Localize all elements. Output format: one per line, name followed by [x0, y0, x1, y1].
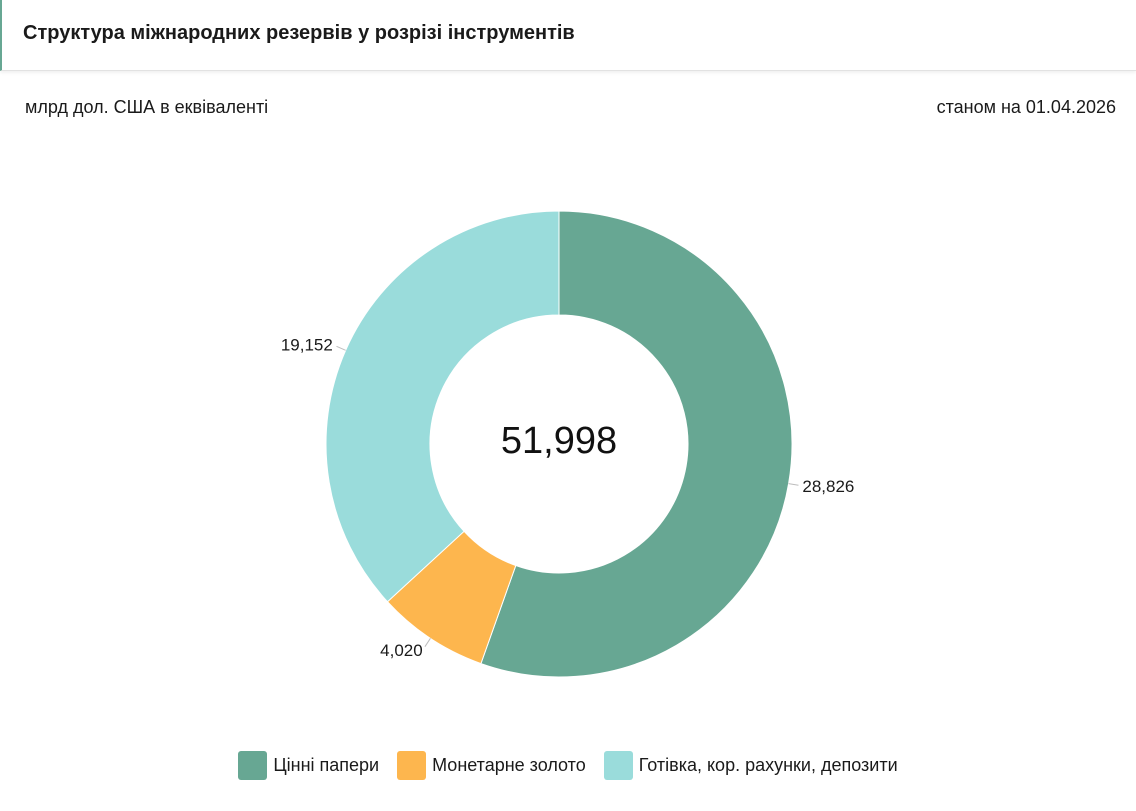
value-label-cash-leader — [336, 345, 346, 351]
value-label-gold: 4,020 — [380, 641, 423, 660]
legend-label-gold: Монетарне золото — [432, 755, 586, 775]
legend-swatch-gold — [397, 751, 427, 780]
unit-label: млрд дол. США в еквіваленті — [25, 97, 269, 117]
legend-item-cash[interactable]: Готівка, кор. рахунки, депозити — [603, 751, 898, 780]
legend-item-securities[interactable]: Цінні папери — [238, 751, 379, 780]
header-bar: Структура міжнародних резервів у розрізі… — [0, 0, 1136, 71]
value-label-gold-leader — [424, 638, 431, 647]
slice-cash[interactable] — [325, 210, 560, 603]
legend-item-gold[interactable]: Монетарне золото — [397, 751, 586, 780]
legend-swatch-securities — [238, 751, 268, 780]
legend-label-securities: Цінні папери — [273, 755, 380, 775]
legend-label-cash: Готівка, кор. рахунки, депозити — [638, 755, 898, 775]
donut-chart: 28,826 4,020 19,152 51,998 — [281, 210, 855, 678]
legend-swatch-cash — [603, 751, 633, 780]
value-label-securities-leader — [788, 483, 799, 486]
value-label-securities: 28,826 — [802, 477, 854, 496]
value-label-cash: 19,152 — [281, 336, 333, 355]
center-total-label: 51,998 — [501, 420, 617, 462]
date-label: станом на 01.04.2026 — [936, 97, 1116, 117]
slices-group — [325, 210, 793, 678]
page-title: Структура міжнародних резервів у розрізі… — [23, 22, 575, 44]
slice-securities[interactable] — [480, 210, 793, 678]
legend: Цінні папери Монетарне золото Готівка, к… — [0, 751, 1136, 780]
labels-group: 28,826 4,020 19,152 — [281, 336, 855, 660]
